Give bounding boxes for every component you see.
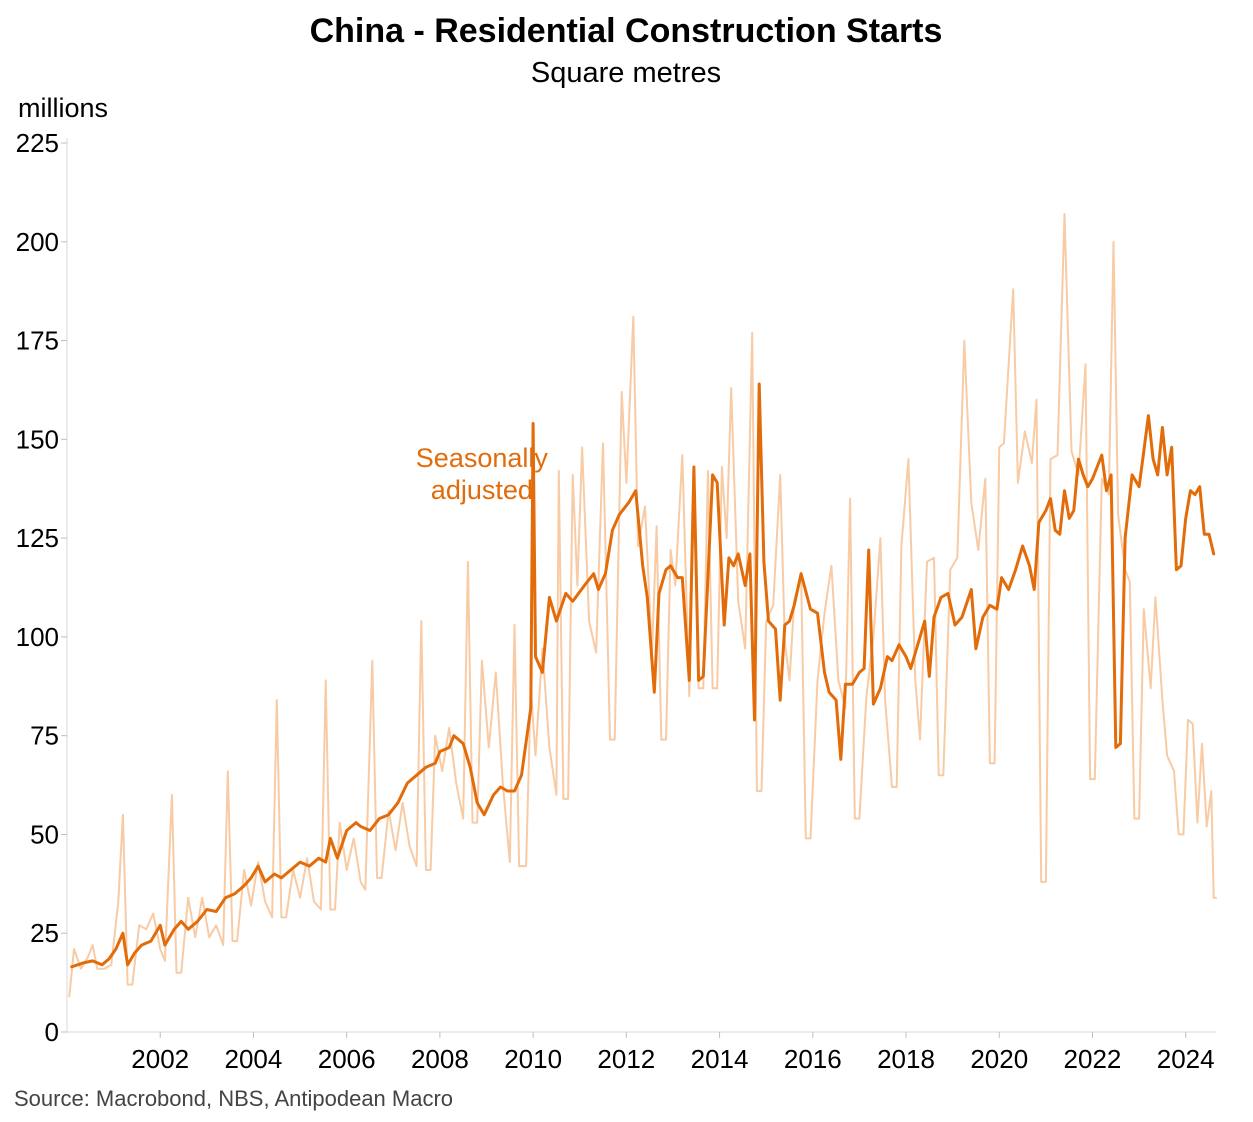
y-tick-label: 125: [16, 523, 59, 553]
series-annotation: Seasonally adjusted: [416, 443, 549, 505]
x-tick-label: 2010: [504, 1044, 562, 1074]
x-tick-label: 2024: [1157, 1044, 1215, 1074]
x-tick-label: 2014: [691, 1044, 749, 1074]
y-tick-label: 50: [30, 819, 59, 849]
chart-title: China - Residential Construction Starts: [310, 12, 943, 50]
y-tick-label: 0: [45, 1017, 59, 1047]
x-axis-ticks: 2002 2004 2006 2008 2010 2012 2014 2016 2018 2020…: [131, 1032, 1215, 1074]
x-tick-label: 2016: [784, 1044, 842, 1074]
chart-subtitle: Square metres: [531, 57, 721, 89]
x-tick-label: 2008: [411, 1044, 469, 1074]
x-tick-label: 2020: [970, 1044, 1028, 1074]
x-tick-label: 2006: [318, 1044, 376, 1074]
y-tick-label: 75: [30, 721, 59, 751]
y-tick-label: 100: [16, 622, 59, 652]
x-tick-label: 2012: [597, 1044, 655, 1074]
x-tick-label: 2002: [131, 1044, 189, 1074]
y-axis-ticks: 0 25 50 75 100 125 150 175 200 225: [16, 128, 67, 1047]
series-lines: [68, 213, 1217, 998]
x-tick-label: 2004: [225, 1044, 283, 1074]
annotation-line: Seasonally: [416, 443, 549, 473]
y-tick-label: 200: [16, 227, 59, 257]
source-note: Source: Macrobond, NBS, Antipodean Macro: [14, 1086, 453, 1111]
series-line-seasonally-adjusted: [70, 382, 1216, 969]
y-tick-label: 175: [16, 326, 59, 356]
series-line-unadjusted: [68, 213, 1217, 998]
y-tick-label: 225: [16, 128, 59, 158]
x-tick-label: 2022: [1064, 1044, 1122, 1074]
y-tick-label: 25: [30, 918, 59, 948]
annotation-line: adjusted: [431, 475, 533, 505]
axes: [66, 138, 1216, 1033]
y-axis-unit-label: millions: [18, 93, 108, 123]
y-tick-label: 150: [16, 424, 59, 454]
x-tick-label: 2018: [877, 1044, 935, 1074]
